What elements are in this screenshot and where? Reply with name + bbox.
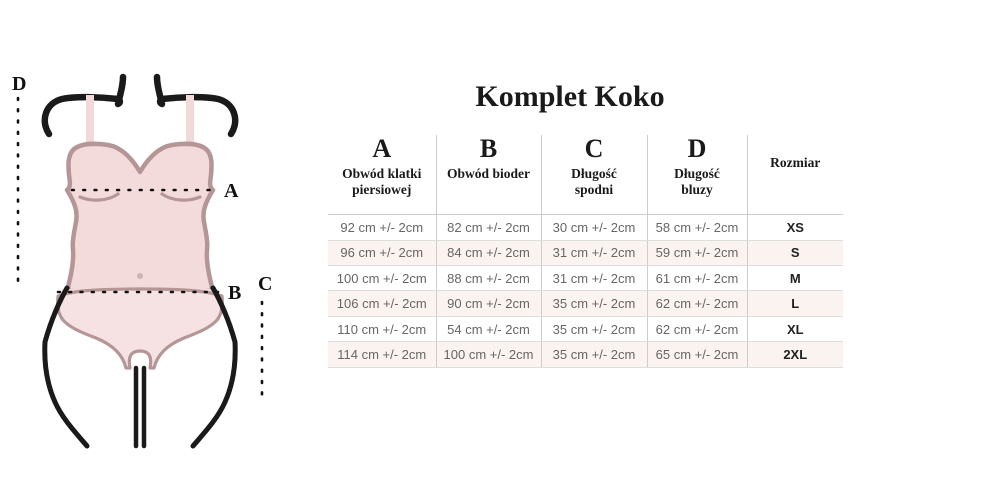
svg-text:D: D [12, 73, 26, 95]
svg-text:C: C [258, 273, 272, 295]
svg-text:A: A [224, 180, 239, 202]
svg-text:B: B [228, 282, 241, 304]
